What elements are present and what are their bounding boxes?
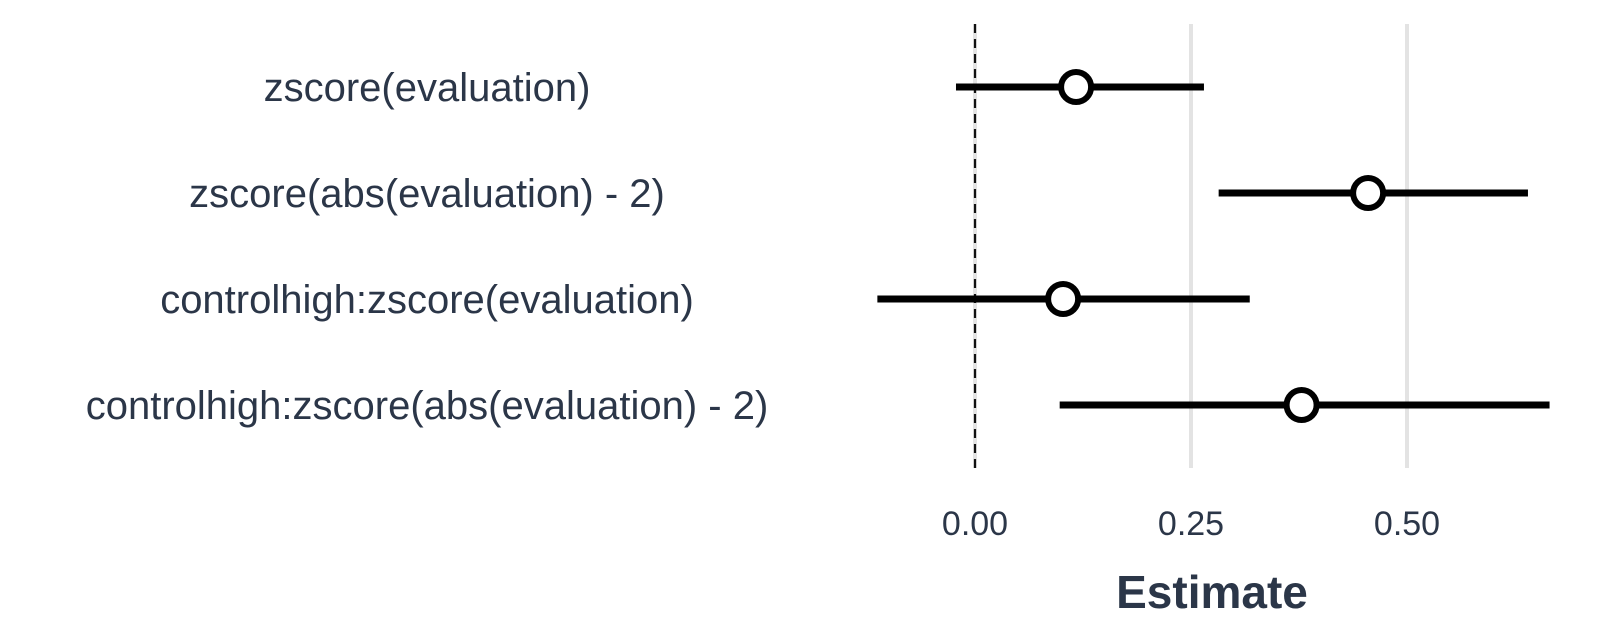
estimate-point-2 (1045, 281, 1082, 317)
term-labels: zscore(evaluation) zscore(abs(evaluation)… (86, 66, 769, 428)
x-tick-label-1: 0.25 (1158, 505, 1224, 543)
estimate-point-3 (1283, 387, 1320, 423)
x-axis-title: Estimate (1116, 566, 1308, 618)
term-label-2: controlhigh:zscore(evaluation) (160, 278, 694, 322)
x-tick-label-2: 0.50 (1374, 505, 1440, 543)
term-label-3: controlhigh:zscore(abs(evaluation) - 2) (86, 384, 769, 428)
confidence-intervals (877, 83, 1550, 409)
x-axis-tick-labels: 0.00 0.25 0.50 (942, 505, 1440, 543)
grid-lines (973, 24, 1409, 468)
x-tick-label-0: 0.00 (942, 505, 1008, 543)
term-label-0: zscore(evaluation) (264, 66, 591, 110)
estimate-point-0 (1058, 69, 1095, 105)
point-estimates (1045, 69, 1387, 423)
estimate-point-1 (1350, 175, 1387, 211)
term-label-1: zscore(abs(evaluation) - 2) (189, 172, 665, 216)
